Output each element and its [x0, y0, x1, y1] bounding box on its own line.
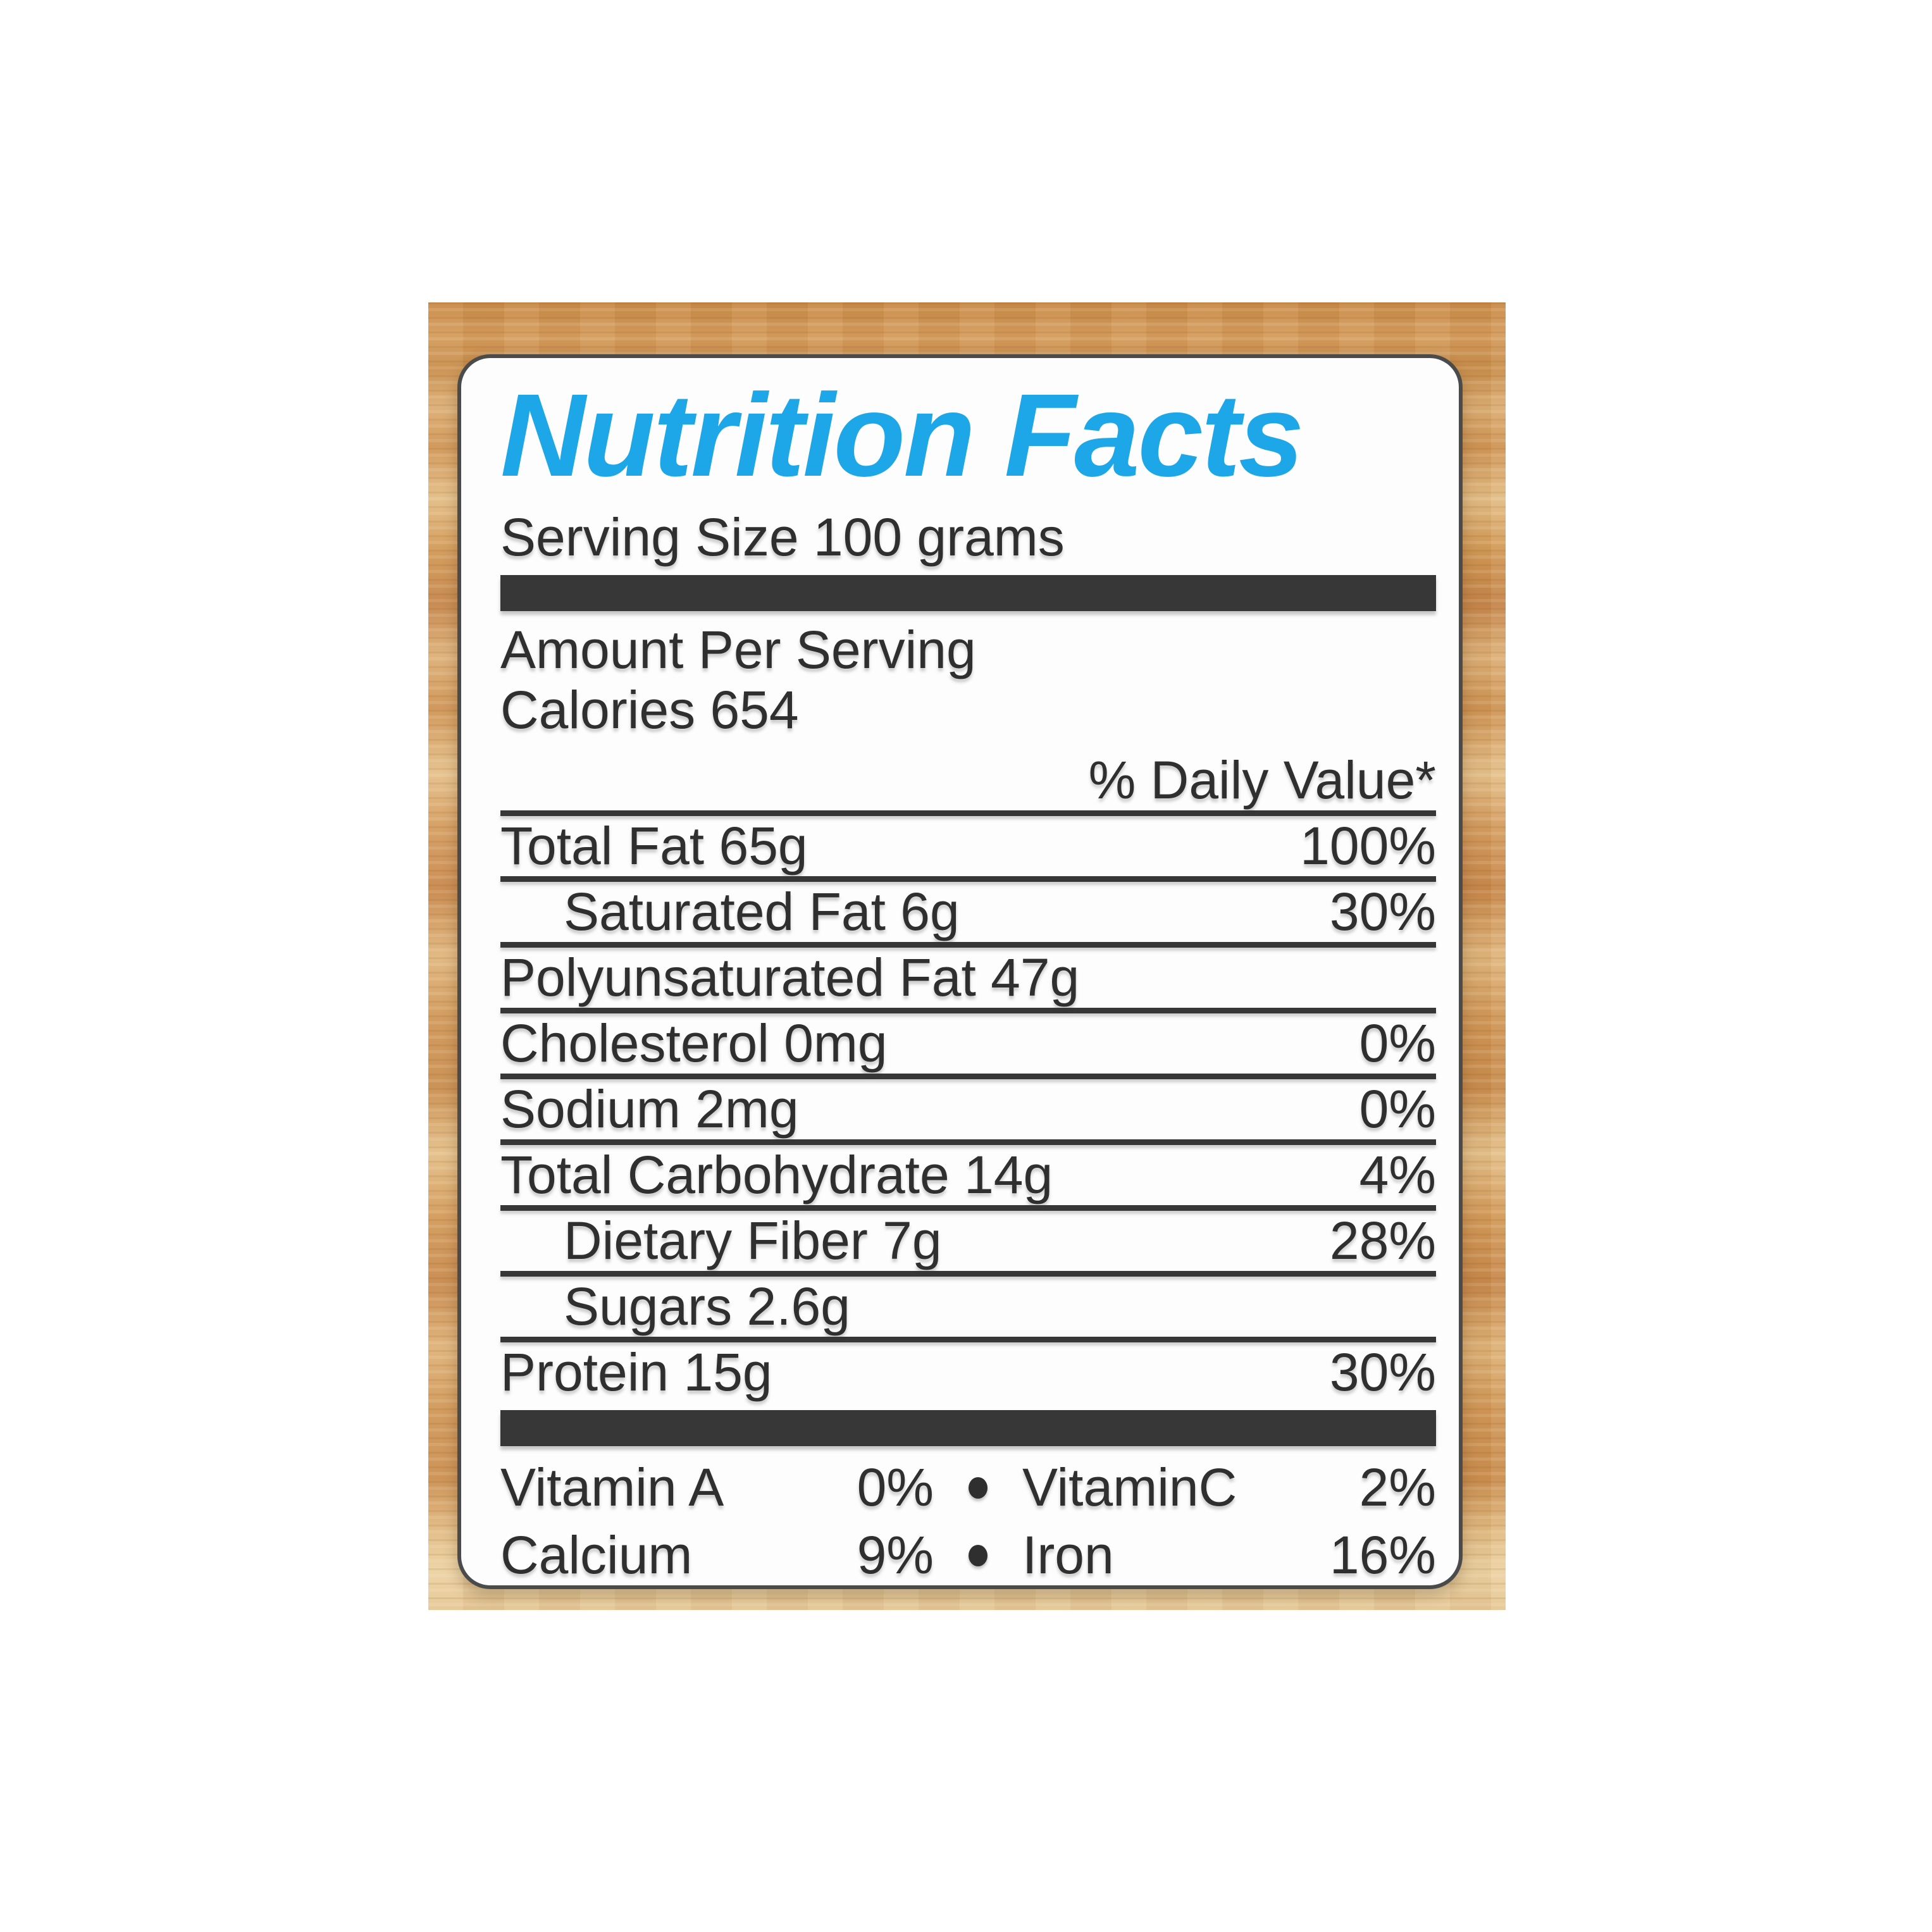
micronutrient-table: Vitamin A 0% VitaminC 2% Calcium 9% Iron…	[500, 1454, 1436, 1585]
nutrient-daily-value: 100%	[1300, 816, 1436, 876]
nutrient-row: Protein 15g 30%	[500, 1342, 1436, 1403]
divider-bar-bottom	[500, 1410, 1436, 1446]
nutrient-name: Cholesterol 0mg	[500, 1013, 888, 1073]
row-separator-line	[500, 1008, 1436, 1013]
micronutrient-name: Calcium	[500, 1525, 693, 1585]
nutrient-row: Polyunsaturated Fat 47g	[500, 948, 1436, 1008]
micronutrient-value: 2%	[1359, 1458, 1436, 1517]
bullet-separator	[934, 1477, 1022, 1499]
nutrient-table: Total Fat 65g 100% Saturated Fat 6g 30% …	[500, 810, 1436, 1403]
nutrition-facts-label: Nutrition Facts Serving Size 100 grams A…	[457, 354, 1463, 1589]
micronutrient-value: 0%	[857, 1458, 934, 1517]
circle-bullet-icon	[969, 1544, 988, 1566]
nutrient-row: Dietary Fiber 7g 28%	[500, 1211, 1436, 1271]
nutrient-daily-value: 30%	[1329, 1342, 1436, 1402]
nutrient-row: Sugars 2.6g	[500, 1277, 1436, 1337]
calories-value: 654	[710, 680, 799, 740]
divider-bar-top	[500, 575, 1436, 611]
daily-value-header: % Daily Value*	[1088, 750, 1436, 810]
row-separator-line	[500, 1074, 1436, 1079]
micronutrient-row: Vitamin A 0% VitaminC 2%	[500, 1454, 1436, 1521]
nutrient-daily-value: 0%	[1359, 1079, 1436, 1139]
amount-per-serving-text: Amount Per Serving	[500, 620, 976, 679]
circle-bullet-icon	[969, 1477, 988, 1499]
nutrient-daily-value: 30%	[1329, 882, 1436, 941]
nutrient-daily-value: 28%	[1329, 1211, 1436, 1270]
row-separator-line	[500, 1337, 1436, 1342]
nutrient-name: Polyunsaturated Fat 47g	[500, 948, 1080, 1007]
calories-label: Calories	[500, 680, 696, 740]
micronutrient-value: 9%	[857, 1525, 934, 1585]
label-title: Nutrition Facts	[500, 370, 1304, 501]
row-separator-line	[500, 942, 1436, 948]
row-separator-line	[500, 1271, 1436, 1277]
wood-board-background: Nutrition Facts Serving Size 100 grams A…	[428, 302, 1506, 1610]
micronutrient-name: Vitamin A	[500, 1458, 724, 1517]
nutrient-row: Cholesterol 0mg 0%	[500, 1013, 1436, 1074]
row-separator-line	[500, 876, 1436, 882]
nutrient-row: Sodium 2mg 0%	[500, 1079, 1436, 1139]
nutrient-daily-value: 0%	[1359, 1013, 1436, 1073]
calories-line: Calories 654	[500, 680, 1436, 740]
serving-size-text: Serving Size 100 grams	[500, 507, 1065, 567]
nutrient-name: Total Fat 65g	[500, 816, 808, 876]
row-separator-line	[500, 1139, 1436, 1145]
nutrient-name: Saturated Fat 6g	[564, 882, 960, 941]
micronutrient-name: Iron	[1022, 1525, 1114, 1585]
row-separator-line	[500, 810, 1436, 816]
nutrient-name: Protein 15g	[500, 1342, 772, 1402]
nutrient-name: Sugars 2.6g	[564, 1277, 850, 1336]
micronutrient-name: VitaminC	[1022, 1458, 1237, 1517]
nutrient-row: Total Fat 65g 100%	[500, 816, 1436, 876]
nutrient-name: Total Carbohydrate 14g	[500, 1145, 1053, 1204]
nutrient-name: Dietary Fiber 7g	[564, 1211, 942, 1270]
nutrient-row: Total Carbohydrate 14g 4%	[500, 1145, 1436, 1205]
bullet-separator	[934, 1544, 1022, 1566]
nutrient-daily-value: 4%	[1359, 1145, 1436, 1204]
nutrient-row: Saturated Fat 6g 30%	[500, 882, 1436, 942]
micronutrient-row: Calcium 9% Iron 16%	[500, 1521, 1436, 1585]
micronutrient-value: 16%	[1329, 1525, 1436, 1585]
row-separator-line	[500, 1205, 1436, 1211]
nutrient-name: Sodium 2mg	[500, 1079, 799, 1139]
